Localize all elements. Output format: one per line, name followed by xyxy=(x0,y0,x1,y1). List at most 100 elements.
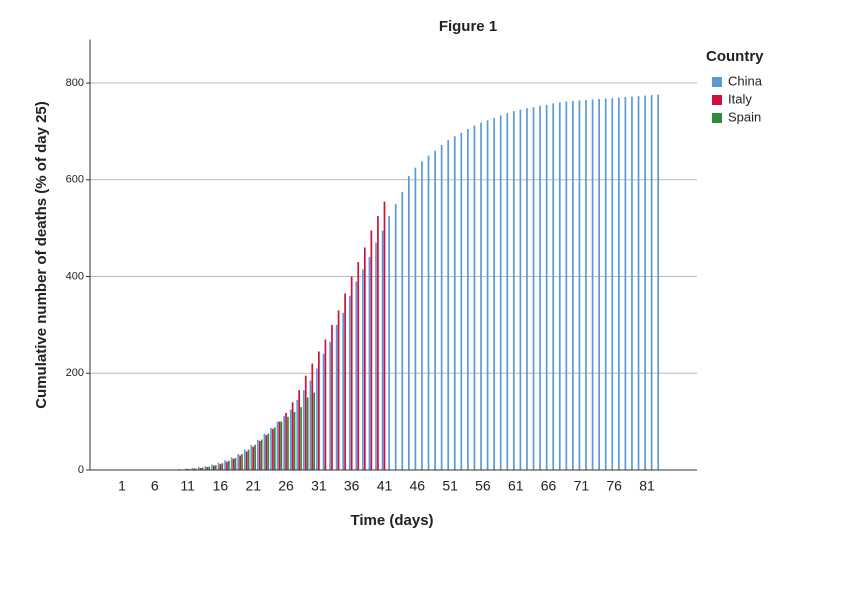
bar xyxy=(285,412,287,470)
bar xyxy=(591,99,594,471)
bar xyxy=(512,111,515,471)
bar xyxy=(273,427,276,470)
bar xyxy=(309,380,312,470)
bar xyxy=(552,103,555,471)
bar xyxy=(617,97,620,470)
bar xyxy=(313,392,316,470)
bar xyxy=(193,468,196,470)
y-tick-label: 400 xyxy=(66,270,84,282)
x-tick-label: 51 xyxy=(442,478,458,494)
x-axis-title: Time (days) xyxy=(350,512,433,529)
bar xyxy=(624,97,627,471)
bar xyxy=(381,230,384,470)
bar xyxy=(211,464,213,470)
y-tick-label: 800 xyxy=(66,77,84,89)
bar xyxy=(394,203,397,470)
bar xyxy=(318,351,320,470)
x-tick-label: 16 xyxy=(213,478,229,494)
bar xyxy=(298,390,301,470)
bar xyxy=(637,96,640,471)
bar xyxy=(368,257,371,470)
bar xyxy=(226,461,228,470)
bar xyxy=(260,439,263,470)
legend-title: Country xyxy=(706,48,764,65)
bar xyxy=(232,458,235,470)
bar xyxy=(506,113,509,471)
bar xyxy=(337,310,340,470)
bar xyxy=(306,397,309,470)
bar xyxy=(287,416,289,470)
y-tick-label: 600 xyxy=(66,174,84,186)
bar xyxy=(267,433,270,470)
bar xyxy=(578,100,581,470)
bar xyxy=(270,427,272,470)
bar xyxy=(401,191,404,470)
bar xyxy=(289,409,292,470)
bar xyxy=(191,468,194,470)
x-tick-label: 76 xyxy=(606,478,622,494)
bar xyxy=(197,467,200,470)
bar xyxy=(421,161,423,470)
x-tick-label: 46 xyxy=(410,478,426,494)
bar xyxy=(611,98,614,470)
x-tick-label: 21 xyxy=(245,478,261,494)
bar xyxy=(427,155,430,470)
bar xyxy=(324,339,327,470)
bar xyxy=(329,341,331,470)
bar xyxy=(208,466,211,470)
bar xyxy=(539,105,541,470)
bar xyxy=(558,102,561,470)
bar xyxy=(460,132,463,470)
y-axis-title: Cumulative number of deaths (% of day 25… xyxy=(33,101,50,409)
bar xyxy=(348,295,351,470)
bar xyxy=(291,402,294,470)
legend-swatch xyxy=(712,95,722,105)
bar xyxy=(195,468,197,470)
bar xyxy=(486,120,489,471)
bar xyxy=(434,150,436,470)
bar xyxy=(214,465,217,470)
bar xyxy=(258,440,261,470)
bar xyxy=(572,100,574,470)
bar xyxy=(283,415,285,470)
bar xyxy=(598,98,600,471)
bar xyxy=(201,467,204,470)
y-tick-label: 200 xyxy=(66,367,84,379)
bar xyxy=(414,167,417,470)
bar xyxy=(237,454,240,470)
bar xyxy=(265,435,268,470)
x-tick-label: 11 xyxy=(180,478,195,494)
bar xyxy=(377,216,379,470)
bar xyxy=(355,281,358,470)
bar xyxy=(245,451,248,470)
bar xyxy=(247,449,250,470)
bar xyxy=(221,463,224,470)
bar xyxy=(230,457,233,470)
legend-label: Italy xyxy=(728,91,752,106)
bar xyxy=(480,122,482,470)
bar xyxy=(257,440,259,470)
bar xyxy=(631,96,633,471)
bar xyxy=(217,462,220,470)
bar xyxy=(650,95,653,470)
bar xyxy=(234,457,237,470)
bar xyxy=(545,104,548,470)
bar xyxy=(204,466,207,470)
legend-swatch xyxy=(712,77,722,87)
bar xyxy=(276,421,279,470)
bar xyxy=(280,421,283,470)
bar xyxy=(296,399,299,470)
bar xyxy=(644,95,646,471)
bar xyxy=(362,269,364,470)
bar xyxy=(331,324,333,470)
bar xyxy=(453,136,456,470)
bar xyxy=(272,428,274,470)
x-tick-label: 66 xyxy=(541,478,557,494)
bar xyxy=(250,444,253,470)
legend-label: Spain xyxy=(728,109,761,124)
bar xyxy=(493,117,495,471)
bar xyxy=(357,262,360,470)
bar xyxy=(467,128,469,470)
bar xyxy=(344,293,346,470)
